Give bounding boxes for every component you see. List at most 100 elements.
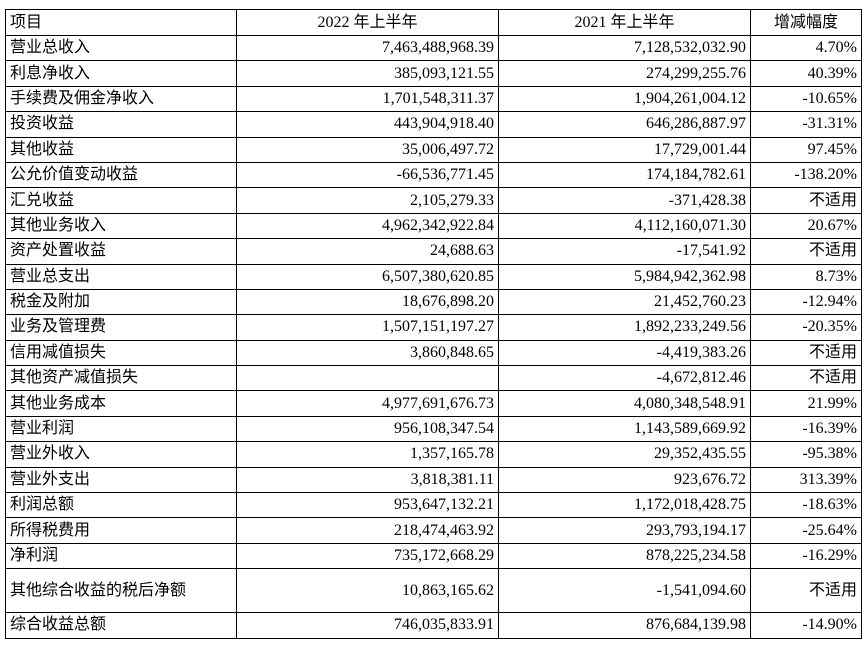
cell-y2022: 4,962,342,922.84 xyxy=(236,212,499,240)
cell-change: 313.39% xyxy=(750,466,862,494)
cell-y2021: -1,541,094.60 xyxy=(498,568,751,614)
cell-y2021: 7,128,532,032.90 xyxy=(498,34,751,62)
cell-item: 投资收益 xyxy=(5,111,237,138)
cell-item: 其他资产减值损失 xyxy=(5,365,237,392)
cell-change: -25.64% xyxy=(750,517,862,544)
table-row: 汇兑收益 2,105,279.33 -371,428.38 不适用 xyxy=(5,187,862,214)
table-row: 其他综合收益的税后净额 10,863,165.62 -1,541,094.60 不适用 xyxy=(5,568,862,614)
table-row: 业务及管理费 1,507,151,197.27 1,892,233,249.56 -2… xyxy=(5,314,862,341)
table-row: 利息净收入 385,093,121.55 274,299,255.76 40.39% xyxy=(5,60,862,87)
cell-y2021: 1,172,018,428.75 xyxy=(498,492,751,519)
cell-y2022: 443,904,918.40 xyxy=(236,111,499,138)
table-row: 手续费及佣金净收入 1,701,548,311.37 1,904,261,004.1… xyxy=(5,85,862,113)
cell-y2021: 293,793,194.17 xyxy=(498,517,751,544)
table-row: 营业利润 956,108,347.54 1,143,589,669.92 -16.39… xyxy=(5,415,862,443)
cell-change: -18.63% xyxy=(750,492,862,519)
cell-change: -31.31% xyxy=(750,111,862,138)
cell-y2021: 1,904,261,004.12 xyxy=(498,85,751,113)
table-row: 其他业务成本 4,977,691,676.73 4,080,348,548.91 21… xyxy=(5,390,862,417)
cell-change: 20.67% xyxy=(750,212,862,240)
cell-item: 资产处置收益 xyxy=(5,238,237,265)
cell-y2021: 21,452,760.23 xyxy=(498,288,751,316)
cell-y2022: 1,507,151,197.27 xyxy=(236,314,499,341)
cell-change: 8.73% xyxy=(750,263,862,290)
cell-y2022 xyxy=(236,365,499,392)
table-row: 其他业务收入 4,962,342,922.84 4,112,160,071.30 20… xyxy=(5,212,862,240)
cell-item: 营业外收入 xyxy=(5,441,237,468)
cell-item: 信用减值损失 xyxy=(5,339,237,367)
header-change: 增减幅度 xyxy=(750,9,862,36)
table-row: 营业外收入 1,357,165.78 29,352,435.55 -95.38% xyxy=(5,441,862,468)
cell-y2021: 646,286,887.97 xyxy=(498,111,751,138)
cell-change: -95.38% xyxy=(750,441,862,468)
cell-y2022: 3,818,381.11 xyxy=(236,466,499,494)
cell-item: 其他业务收入 xyxy=(5,212,237,240)
cell-y2022: 218,474,463.92 xyxy=(236,517,499,544)
table-row: 信用减值损失 3,860,848.65 -4,419,383.26 不适用 xyxy=(5,339,862,367)
cell-y2021: 274,299,255.76 xyxy=(498,60,751,87)
cell-change: 不适用 xyxy=(750,365,862,392)
cell-item: 其他收益 xyxy=(5,136,237,163)
cell-y2022: 10,863,165.62 xyxy=(236,568,499,614)
table-row: 资产处置收益 24,688.63 -17,541.92 不适用 xyxy=(5,238,862,265)
cell-y2021: 174,184,782.61 xyxy=(498,161,751,189)
cell-item: 营业总支出 xyxy=(5,263,237,290)
table-row: 其他收益 35,006,497.72 17,729,001.44 97.45% xyxy=(5,136,862,163)
cell-y2021: -371,428.38 xyxy=(498,187,751,214)
cell-y2022: 35,006,497.72 xyxy=(236,136,499,163)
table-row: 利润总额 953,647,132.21 1,172,018,428.75 -18.63… xyxy=(5,492,862,519)
header-2022: 2022 年上半年 xyxy=(236,9,499,36)
table-row: 所得税费用 218,474,463.92 293,793,194.17 -25.64% xyxy=(5,517,862,544)
cell-change: -10.65% xyxy=(750,85,862,113)
cell-y2022: 735,172,668.29 xyxy=(236,542,499,570)
cell-y2021: -4,672,812.46 xyxy=(498,365,751,392)
cell-y2021: 29,352,435.55 xyxy=(498,441,751,468)
cell-change: -138.20% xyxy=(750,161,862,189)
cell-y2022: 1,701,548,311.37 xyxy=(236,85,499,113)
cell-y2021: -17,541.92 xyxy=(498,238,751,265)
cell-y2021: 4,112,160,071.30 xyxy=(498,212,751,240)
cell-y2021: 923,676.72 xyxy=(498,466,751,494)
table-row: 营业外支出 3,818,381.11 923,676.72 313.39% xyxy=(5,466,862,494)
table-row: 公允价值变动收益 -66,536,771.45 174,184,782.61 -138… xyxy=(5,161,862,189)
cell-change: -20.35% xyxy=(750,314,862,341)
cell-y2022: 1,357,165.78 xyxy=(236,441,499,468)
cell-y2022: 24,688.63 xyxy=(236,238,499,265)
cell-y2022: 385,093,121.55 xyxy=(236,60,499,87)
cell-change: -16.29% xyxy=(750,542,862,570)
cell-item: 汇兑收益 xyxy=(5,187,237,214)
cell-item: 营业利润 xyxy=(5,415,237,443)
cell-item: 营业总收入 xyxy=(5,34,237,62)
cell-y2022: 2,105,279.33 xyxy=(236,187,499,214)
table-row: 综合收益总额 746,035,833.91 876,684,139.98 -14.90… xyxy=(5,612,862,639)
table-row: 净利润 735,172,668.29 878,225,234.58 -16.29% xyxy=(5,542,862,570)
cell-change: 4.70% xyxy=(750,34,862,62)
cell-item: 利润总额 xyxy=(5,492,237,519)
cell-change: 97.45% xyxy=(750,136,862,163)
cell-change: -14.90% xyxy=(750,612,862,639)
table-row: 投资收益 443,904,918.40 646,286,887.97 -31.31% xyxy=(5,111,862,138)
cell-y2022: 3,860,848.65 xyxy=(236,339,499,367)
cell-y2021: 876,684,139.98 xyxy=(498,612,751,639)
header-item: 项目 xyxy=(5,9,237,36)
cell-y2022: 7,463,488,968.39 xyxy=(236,34,499,62)
cell-change: -16.39% xyxy=(750,415,862,443)
income-statement-table: 项目 2022 年上半年 2021 年上半年 增减幅度 营业总收入 7,463,4… xyxy=(5,9,862,639)
cell-y2021: 1,143,589,669.92 xyxy=(498,415,751,443)
cell-y2022: 953,647,132.21 xyxy=(236,492,499,519)
cell-item: 利息净收入 xyxy=(5,60,237,87)
cell-change: 不适用 xyxy=(750,568,862,614)
cell-item: 净利润 xyxy=(5,542,237,570)
cell-item: 营业外支出 xyxy=(5,466,237,494)
header-row: 项目 2022 年上半年 2021 年上半年 增减幅度 xyxy=(5,9,862,36)
cell-y2022: 746,035,833.91 xyxy=(236,612,499,639)
cell-item: 业务及管理费 xyxy=(5,314,237,341)
cell-item: 综合收益总额 xyxy=(5,612,237,639)
cell-y2022: 18,676,898.20 xyxy=(236,288,499,316)
header-2021: 2021 年上半年 xyxy=(498,9,751,36)
table-row: 营业总支出 6,507,380,620.85 5,984,942,362.98 8.7… xyxy=(5,263,862,290)
cell-y2021: 1,892,233,249.56 xyxy=(498,314,751,341)
cell-item: 其他综合收益的税后净额 xyxy=(5,568,237,614)
table-row: 税金及附加 18,676,898.20 21,452,760.23 -12.94% xyxy=(5,288,862,316)
cell-y2021: 878,225,234.58 xyxy=(498,542,751,570)
